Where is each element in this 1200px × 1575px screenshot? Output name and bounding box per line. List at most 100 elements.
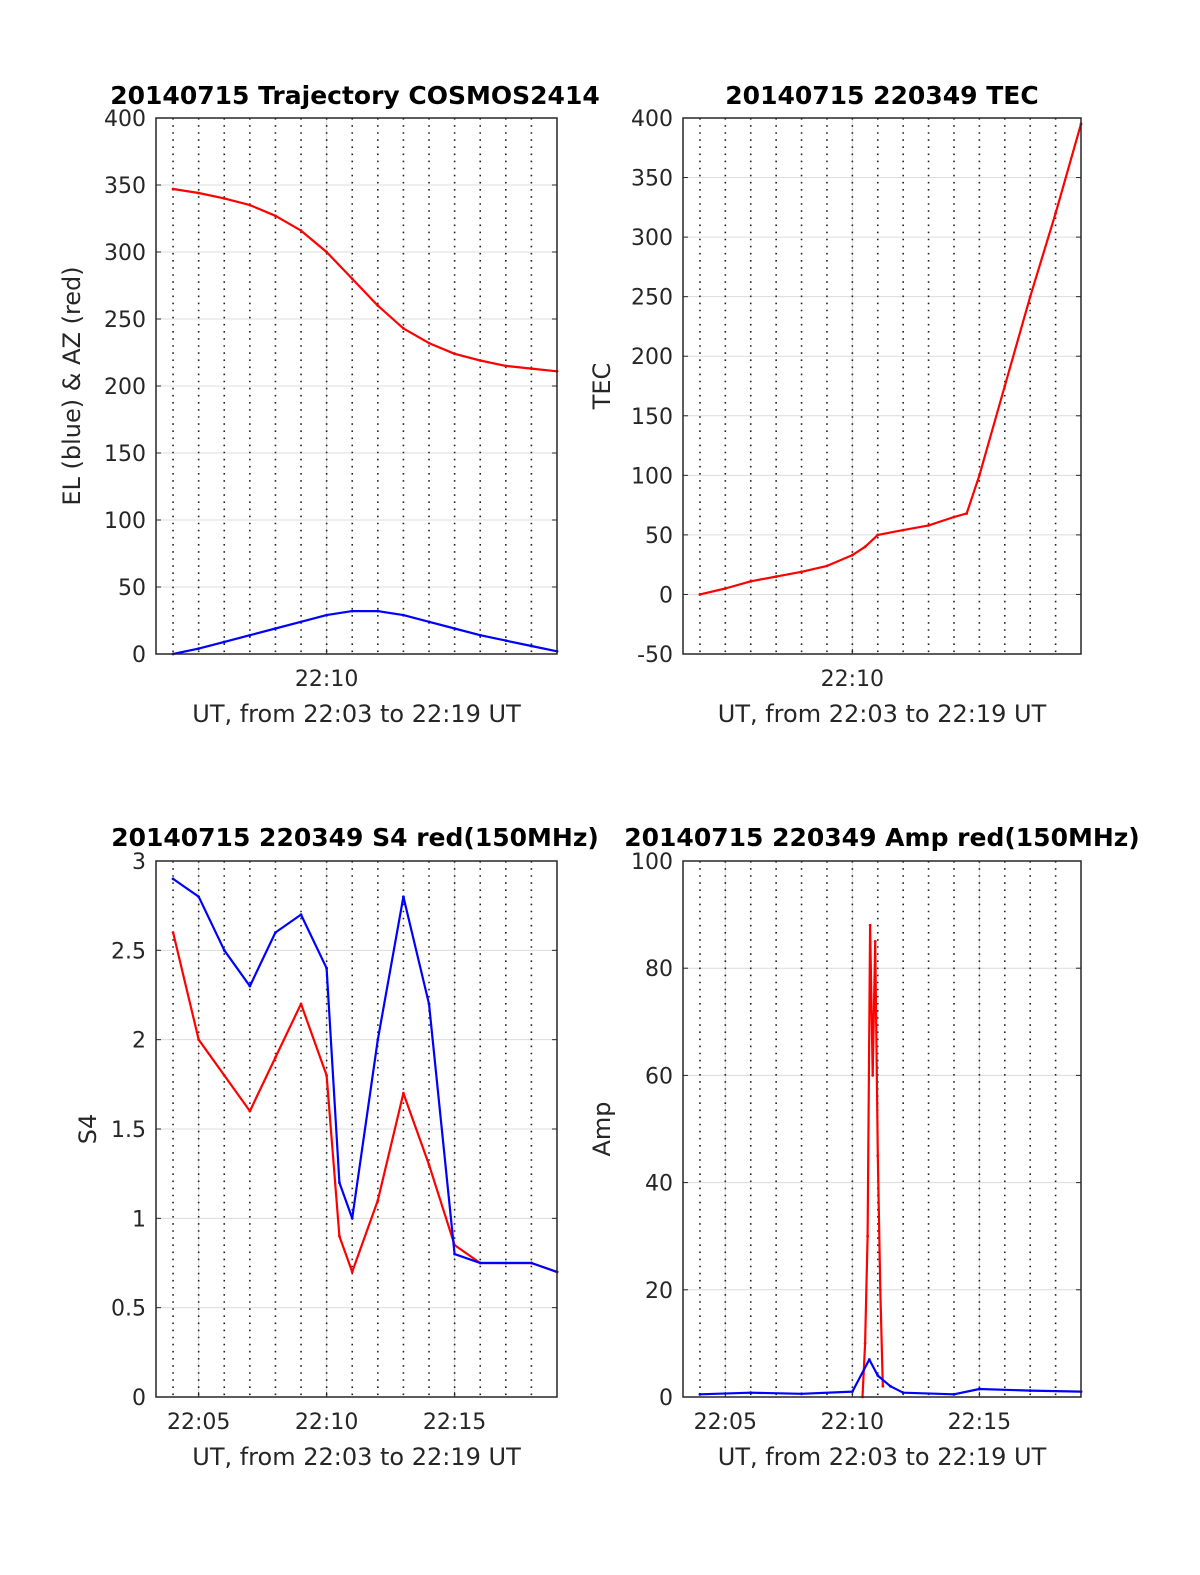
y-tick-label: 0	[659, 583, 673, 608]
y-tick-label: 60	[645, 1064, 673, 1089]
data-point	[800, 1392, 803, 1396]
y-tick-label: 150	[631, 405, 673, 430]
data-point	[222, 1074, 226, 1077]
data-point	[1003, 384, 1007, 388]
data-point	[530, 1261, 533, 1265]
series-line-1	[861, 924, 884, 1398]
data-point	[863, 1342, 867, 1345]
data-point	[876, 533, 880, 537]
data-point	[850, 1390, 854, 1394]
axes-box	[682, 117, 1082, 655]
y-tick-label: 40	[645, 1172, 673, 1197]
data-point	[299, 620, 303, 624]
data-point	[222, 948, 226, 952]
data-point	[800, 570, 803, 574]
y-tick-label: 300	[104, 241, 146, 266]
data-point	[825, 564, 829, 568]
data-point	[952, 1392, 956, 1396]
y-tick-label: 0	[659, 1386, 673, 1411]
data-point	[171, 187, 175, 191]
data-point	[530, 367, 533, 370]
chart-title: 20140715 Trajectory COSMOS2414	[110, 81, 600, 110]
data-point	[749, 579, 753, 583]
chart-title: 20140715 220349 Amp red(150MHz)	[624, 823, 1140, 852]
data-point	[402, 1091, 405, 1095]
series-line-2	[172, 609, 558, 656]
x-tick-label: 22:10	[821, 1410, 884, 1435]
data-point	[376, 304, 380, 307]
data-point	[876, 1374, 880, 1377]
data-point	[197, 895, 201, 899]
y-tick-label: 400	[104, 107, 146, 132]
data-point	[723, 587, 727, 590]
data-point	[952, 515, 956, 519]
data-point	[871, 1074, 875, 1077]
y-tick-label: 100	[631, 464, 673, 489]
y-tick-label: 400	[631, 107, 673, 132]
data-point	[274, 931, 277, 934]
y-axis-label: Amp	[588, 1101, 616, 1156]
data-point	[376, 1199, 380, 1202]
data-point	[977, 1387, 981, 1391]
data-point	[376, 1038, 380, 1042]
data-point	[478, 1261, 482, 1265]
data-point	[504, 364, 508, 368]
y-tick-label: 300	[631, 226, 673, 251]
data-point	[427, 1002, 431, 1006]
y-tick-label: 1.5	[111, 1118, 146, 1143]
x-axis-label: UT, from 22:03 to 22:19 UT	[718, 700, 1047, 728]
y-tick-label: 80	[645, 957, 673, 982]
y-tick-label: 0	[132, 643, 146, 668]
x-axis-label: UT, from 22:03 to 22:19 UT	[192, 700, 521, 728]
data-point	[325, 613, 329, 617]
data-point	[402, 613, 405, 617]
y-tick-label: 50	[645, 524, 673, 549]
data-point	[867, 1358, 871, 1361]
data-point	[478, 633, 482, 637]
subplot-4: 0 20 40 60 80 100 22:05 22:10 22:15 20140715 2203…	[588, 823, 1140, 1471]
x-tick-label: 22:10	[295, 1410, 358, 1435]
data-point	[504, 1261, 508, 1265]
data-point	[965, 512, 969, 515]
x-tick-label: 22:15	[948, 1410, 1011, 1435]
chart-title: 20140715 220349 S4 red(150MHz)	[111, 823, 599, 852]
data-point	[977, 473, 981, 477]
data-point	[350, 1270, 354, 1274]
data-point	[504, 639, 508, 642]
data-point	[927, 523, 930, 527]
y-tick-label: 0.5	[111, 1297, 146, 1322]
series-line-1	[172, 187, 558, 373]
y-tick-label: 100	[104, 509, 146, 534]
data-point	[248, 633, 252, 637]
x-tick-label: 22:10	[295, 667, 358, 692]
data-point	[325, 1074, 329, 1077]
subplot-1: 0 50 100 150 200 250 300 350 400 22:10 20140715 Tr…	[58, 81, 600, 728]
y-tick-label: 150	[104, 442, 146, 467]
data-point	[427, 620, 431, 624]
data-point	[868, 923, 872, 927]
x-tick-label: 22:05	[167, 1410, 230, 1435]
subplot-3: 0 0.5 1 1.5 2 2.5 3 22:05 22:10 22:15 20140715 220…	[74, 823, 599, 1471]
data-point	[248, 203, 252, 207]
data-point	[749, 1391, 753, 1395]
data-point	[866, 1234, 870, 1238]
y-tick-label: 0	[132, 1386, 146, 1411]
y-tick-label: 250	[104, 308, 146, 333]
y-tick-label: 3	[132, 850, 146, 875]
y-tick-label: 100	[631, 850, 673, 875]
axes-box	[682, 860, 1082, 1398]
data-point	[274, 214, 277, 218]
x-axis-label: UT, from 22:03 to 22:19 UT	[192, 1443, 521, 1471]
series-line-1	[699, 123, 1083, 596]
series-line-2	[172, 877, 558, 1273]
data-point	[402, 895, 405, 899]
chart-title: 20140715 220349 TEC	[725, 81, 1038, 110]
y-tick-label: 200	[631, 345, 673, 370]
data-point	[325, 966, 329, 970]
data-point	[197, 1038, 201, 1042]
data-point	[376, 609, 380, 613]
y-tick-label: 1	[132, 1207, 146, 1232]
subplot-2: -50 0 50 100 150 200 250 300 350 400 22:10 20140715…	[588, 81, 1083, 728]
data-point	[274, 1056, 277, 1059]
